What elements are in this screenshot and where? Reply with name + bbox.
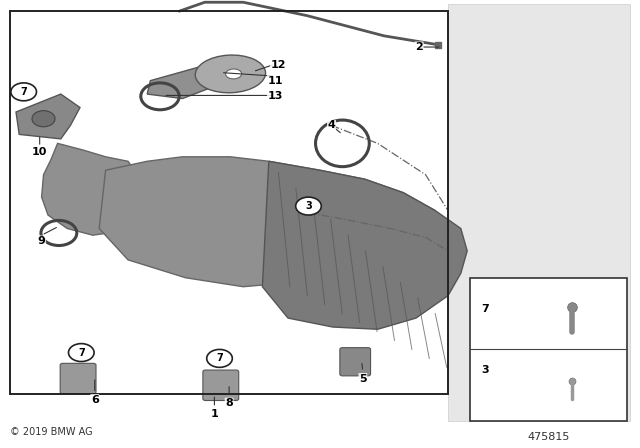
Text: © 2019 BMW AG: © 2019 BMW AG	[10, 427, 92, 437]
Bar	[470, 278, 627, 421]
Text: 5: 5	[359, 374, 367, 383]
Ellipse shape	[195, 55, 266, 93]
Circle shape	[68, 344, 94, 362]
Circle shape	[207, 349, 232, 367]
Text: 13: 13	[268, 91, 283, 101]
FancyBboxPatch shape	[203, 370, 239, 401]
FancyBboxPatch shape	[340, 348, 371, 376]
Text: 2: 2	[415, 42, 423, 52]
Text: 3: 3	[481, 365, 489, 375]
Text: 9: 9	[38, 236, 45, 246]
Polygon shape	[42, 143, 138, 235]
Bar	[10, 11, 448, 394]
Polygon shape	[16, 94, 80, 139]
Text: 4: 4	[328, 121, 335, 130]
Text: 7: 7	[216, 353, 223, 363]
Text: 7: 7	[481, 304, 489, 314]
Polygon shape	[262, 161, 467, 329]
Polygon shape	[147, 67, 218, 99]
Text: 11: 11	[268, 76, 283, 86]
Polygon shape	[448, 4, 630, 421]
Text: 10: 10	[32, 147, 47, 157]
Text: 3: 3	[305, 201, 312, 211]
Text: 7: 7	[20, 87, 27, 97]
Text: 1: 1	[211, 409, 218, 419]
Circle shape	[296, 197, 321, 215]
Text: 8: 8	[225, 398, 233, 408]
Polygon shape	[99, 157, 435, 287]
Text: 7: 7	[78, 348, 84, 358]
Text: 475815: 475815	[527, 432, 570, 442]
Circle shape	[11, 83, 36, 101]
FancyBboxPatch shape	[60, 363, 96, 394]
Ellipse shape	[226, 69, 241, 79]
Text: 6: 6	[91, 395, 99, 405]
Circle shape	[32, 111, 55, 127]
Text: 12: 12	[271, 60, 286, 70]
